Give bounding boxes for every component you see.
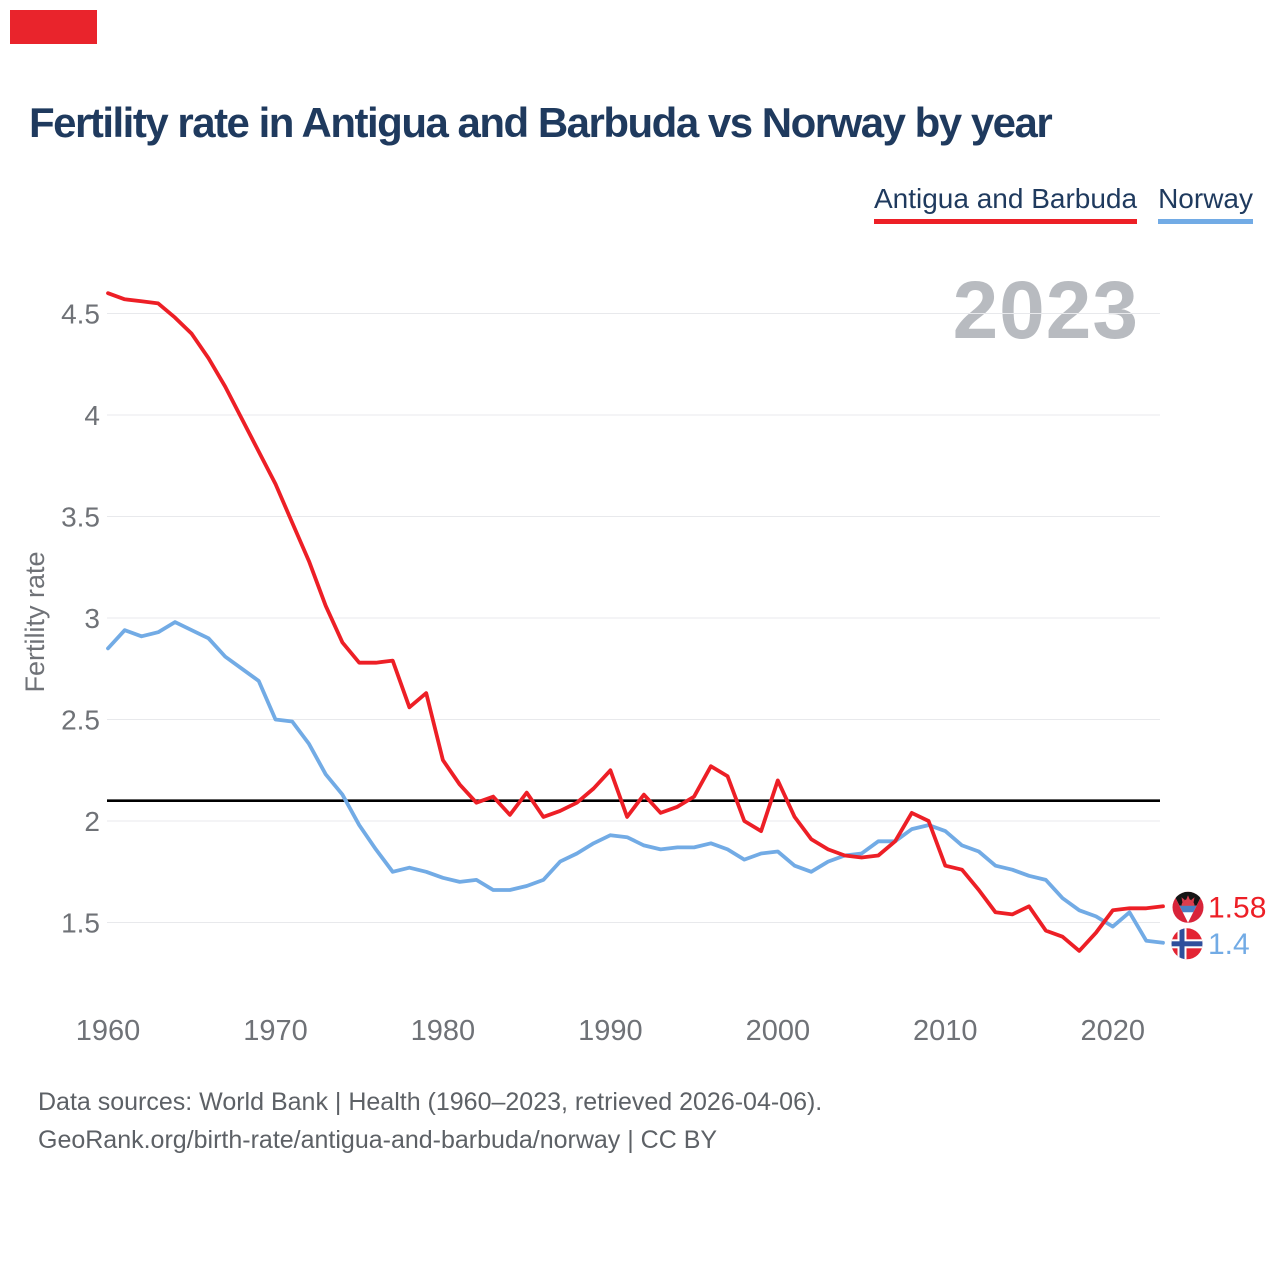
footer-attribution: GeoRank.org/birth-rate/antigua-and-barbu… bbox=[38, 1126, 718, 1154]
x-tick-label: 2020 bbox=[1081, 1015, 1146, 1047]
x-tick-label: 1990 bbox=[578, 1015, 643, 1047]
y-tick-label: 2 bbox=[84, 806, 100, 837]
y-tick-label: 2.5 bbox=[61, 705, 100, 736]
footer: Data sources: World Bank | Health (1960–… bbox=[38, 1083, 822, 1159]
y-axis-title: Fertility rate bbox=[20, 551, 50, 692]
y-tick-label: 4.5 bbox=[61, 299, 100, 330]
x-tick-label: 2000 bbox=[746, 1015, 811, 1047]
x-tick-label: 1970 bbox=[243, 1015, 308, 1047]
chart-legend: Antigua and Barbuda Norway bbox=[873, 183, 1253, 224]
end-value-label-norway: 1.4 bbox=[1208, 928, 1250, 961]
series-line-antigua-and-barbuda bbox=[106, 291, 1165, 953]
y-tick-label: 3.5 bbox=[61, 502, 100, 533]
corner-red-mark bbox=[10, 10, 97, 44]
norway-flag-icon bbox=[1171, 928, 1203, 960]
antigua-and-barbuda-flag-icon bbox=[1172, 891, 1204, 923]
x-tick-label: 1960 bbox=[76, 1015, 141, 1047]
y-tick-label: 3 bbox=[84, 603, 100, 634]
y-tick-label: 1.5 bbox=[61, 908, 100, 939]
footer-sources: Data sources: World Bank | Health (1960–… bbox=[38, 1088, 823, 1116]
y-tick-label: 4 bbox=[84, 400, 100, 431]
end-value-label-antigua-and-barbuda: 1.58 bbox=[1208, 891, 1266, 924]
x-tick-label: 1980 bbox=[411, 1015, 476, 1047]
year-watermark: 2023 bbox=[952, 265, 1139, 356]
page-title: Fertility rate in Antigua and Barbuda vs… bbox=[29, 99, 1053, 146]
series-line-norway bbox=[106, 620, 1165, 945]
x-tick-label: 2010 bbox=[913, 1015, 978, 1047]
legend-item-norway[interactable]: Norway bbox=[1158, 183, 1253, 224]
legend-item-antigua-and-barbuda[interactable]: Antigua and Barbuda bbox=[873, 183, 1138, 224]
